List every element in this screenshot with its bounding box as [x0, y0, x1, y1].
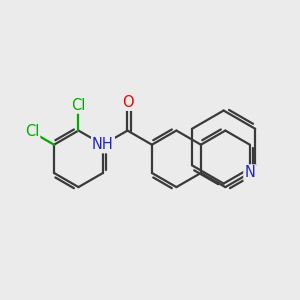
Text: NH: NH: [92, 137, 114, 152]
Text: Cl: Cl: [25, 124, 39, 140]
Text: Cl: Cl: [71, 98, 86, 112]
Text: N: N: [244, 166, 255, 181]
Text: O: O: [122, 95, 133, 110]
